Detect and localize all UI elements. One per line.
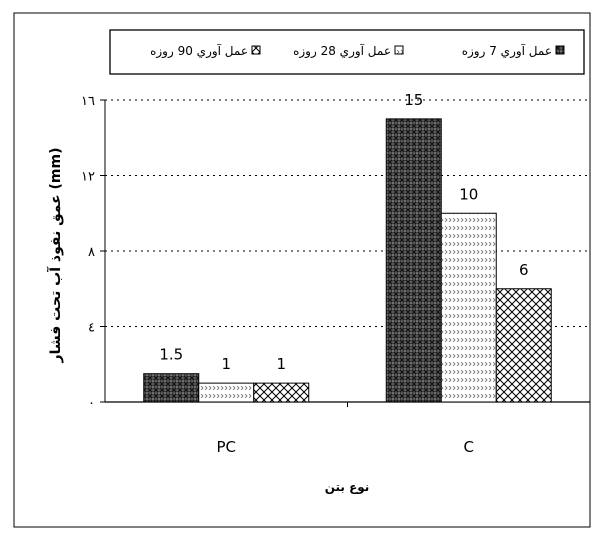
data-label: 1 [276, 355, 286, 373]
legend-label: عمل آوري 90 روزه [150, 43, 248, 59]
legend-label: عمل آوري 7 روزه [462, 43, 552, 59]
legend-label: عمل آوري 28 روزه [293, 43, 391, 59]
data-label: 15 [404, 91, 423, 109]
chart-frame [13, 12, 591, 528]
legend-swatch [555, 45, 565, 55]
bar [495, 288, 552, 403]
x-tick-label: PC [216, 438, 236, 456]
legend-swatch [251, 45, 261, 55]
legend-swatch [394, 45, 404, 55]
bar [385, 118, 442, 403]
bar [253, 382, 310, 403]
data-label: 1 [221, 355, 231, 373]
data-label: 1.5 [159, 346, 183, 364]
y-axis-label: عمق نفوذ آب تحت فشار (mm) [46, 148, 64, 364]
y-tick-label: ٤ [88, 321, 95, 336]
y-tick-label: ١٢ [81, 170, 95, 185]
bar [440, 212, 497, 403]
data-label: 6 [519, 261, 529, 279]
y-tick-label: ١٦ [81, 94, 95, 109]
legend-box [109, 29, 585, 75]
plot-area: ٠ ٤ ٨ ١٢ ١٦ PC 1.5 1 1 C 15 10 6 [81, 91, 591, 456]
x-tick-label: C [464, 438, 474, 456]
y-tick-label: ٨ [88, 245, 95, 260]
y-tick-label: ٠ [88, 396, 95, 411]
data-label: 10 [459, 185, 478, 203]
x-axis-label: نوع بتن [325, 480, 370, 495]
bar [143, 373, 200, 403]
legend: عمل آوري 7 روزه عمل آوري 28 روزه عمل آوري … [109, 29, 585, 75]
bar [198, 382, 255, 403]
